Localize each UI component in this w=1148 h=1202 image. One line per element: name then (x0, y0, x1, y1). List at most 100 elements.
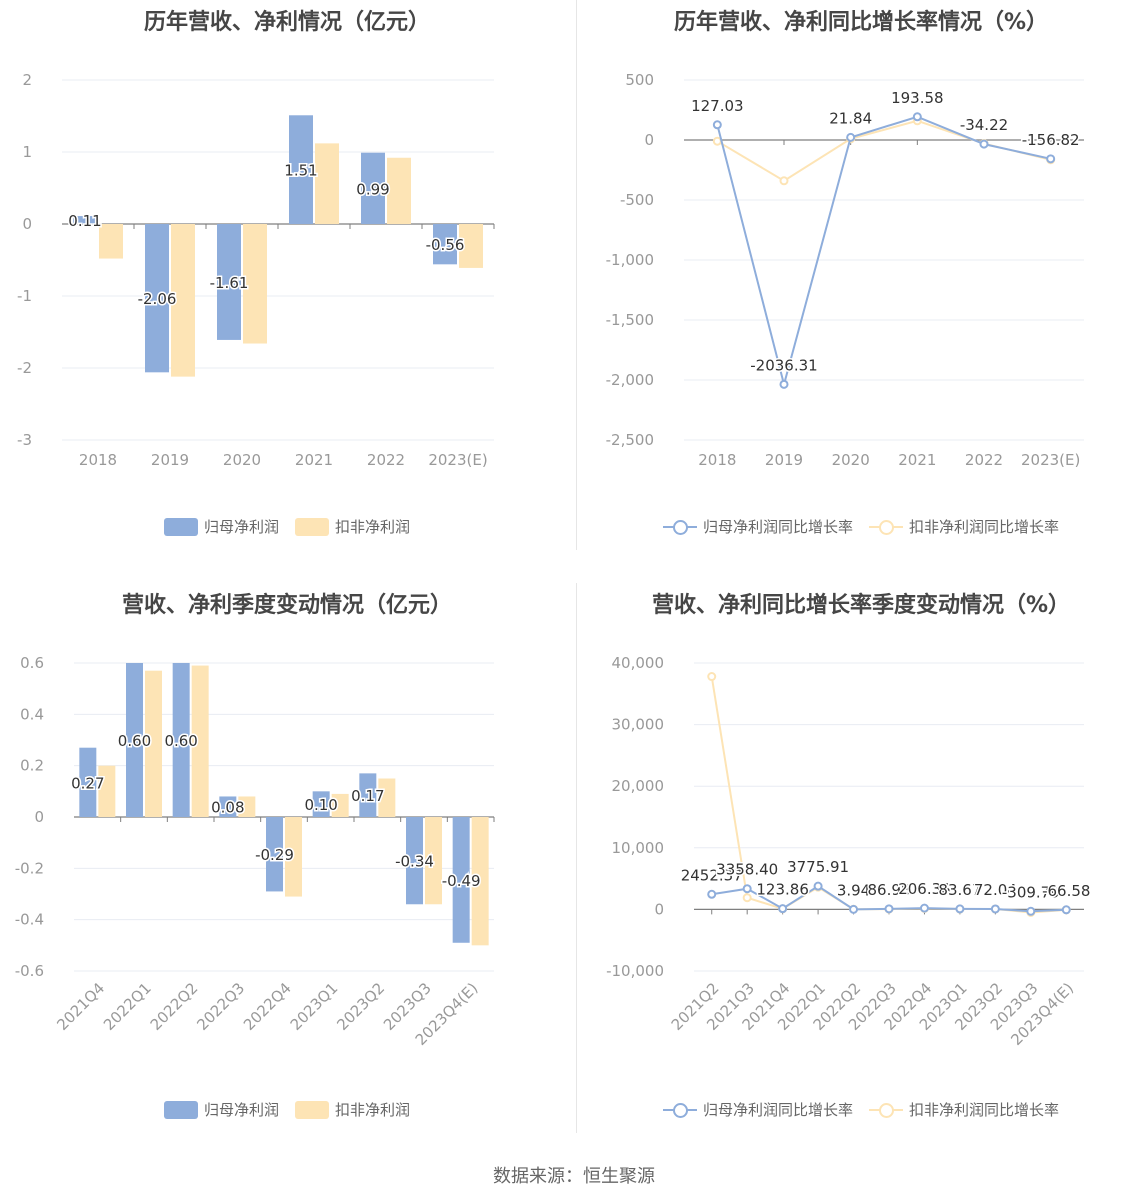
legend: 归母净利润同比增长率 扣非净利润同比增长率 (574, 516, 1148, 537)
legend-item-parent-net-profit[interactable]: 归母净利润 (163, 1099, 279, 1120)
legend-item-deducted-net-profit[interactable]: 扣非净利润 (295, 1099, 410, 1120)
bar-parent (359, 773, 377, 817)
data-point (990, 904, 1000, 914)
chart-panel-annual-profit: 历年营收、净利情况（亿元） -3 -2 -1 0 1 2 2018 0.11 2019 -2.06… (0, 0, 574, 580)
bar-deducted (99, 224, 123, 259)
legend-label: 扣非净利润 (335, 518, 411, 536)
quarterly-growth-chart: -10,000010,00020,00030,00040,0002021Q220… (606, 654, 1092, 1049)
data-label: -0.49 (442, 872, 481, 890)
legend-item-deducted-net-profit[interactable]: 扣非净利润 (295, 516, 410, 537)
y-tick-label: 0.2 (20, 757, 44, 775)
data-label: 86.98 (868, 881, 911, 899)
annual-profit-chart: -3 -2 -1 0 1 2 2018 0.11 2019 -2.06 2020 -1.61 2021 1… (17, 71, 495, 469)
x-tick-label: 2020 (832, 451, 870, 469)
y-tick-label: -2 (17, 359, 32, 377)
legend-label: 扣非净利润同比增长率 (909, 1101, 1060, 1119)
y-tick-label: -0.6 (15, 962, 44, 980)
bar-parent (126, 663, 143, 817)
data-point (779, 379, 789, 389)
data-label: 0.10 (304, 796, 337, 814)
legend-item-deducted-growth[interactable]: 扣非净利润同比增长率 (869, 516, 1059, 537)
bar-parent (219, 796, 237, 817)
bar-parent (406, 817, 423, 905)
bar-parent (452, 817, 470, 943)
bar-deducted (378, 778, 396, 817)
chart-panel-quarterly-profit: 营收、净利季度变动情况（亿元） -0.6 -0.4 -0.2 0 0.2 0.4 0.6 20… (0, 583, 574, 1163)
x-tick-label: 2022Q2 (147, 979, 202, 1034)
data-label: 0.60 (164, 732, 197, 750)
chart-panel-annual-growth: 历年营收、净利同比增长率情况（%） -2,500 -2,000 -1,500 -1,0… (574, 0, 1148, 580)
vertical-divider (576, 583, 577, 1133)
data-label: -0.56 (426, 236, 465, 254)
data-label: 83.67 (938, 881, 981, 899)
chart-title: 营收、净利季度变动情况（亿元） (121, 593, 452, 618)
data-label: 2452.37 (681, 866, 743, 884)
x-tick-label: 2018 (698, 451, 736, 469)
y-tick-label: -1,500 (606, 311, 654, 329)
legend-item-parent-growth[interactable]: 归母净利润同比增长率 (662, 1099, 853, 1120)
data-point (779, 176, 789, 186)
legend-swatch (869, 518, 903, 536)
y-tick-label: 0 (22, 215, 32, 233)
y-tick-label: 1 (22, 143, 32, 161)
data-label: 0.17 (351, 787, 384, 805)
data-point (742, 893, 752, 903)
bar-deducted (331, 793, 349, 817)
data-point (707, 672, 717, 682)
data-label: -309.79 (1002, 883, 1060, 901)
data-label: 0.11 (68, 212, 101, 230)
bar-parent (312, 791, 330, 817)
bar-deducted (191, 665, 209, 817)
x-tick-label: 2022Q1 (100, 979, 155, 1034)
bar-deducted (243, 224, 267, 344)
bar-parent (266, 817, 283, 892)
legend-label: 归母净利润 (203, 518, 279, 536)
data-label: -0.29 (255, 846, 294, 864)
y-tick-label: -1,000 (606, 251, 654, 269)
legend: 归母净利润 扣非净利润 (0, 1099, 574, 1120)
y-tick-label: -500 (620, 191, 654, 209)
data-label: 0.27 (71, 774, 104, 792)
bar-parent (361, 152, 385, 224)
x-tick-label: 2018 (79, 451, 117, 469)
bar-parent (217, 224, 241, 340)
x-tick-label: 2023Q1 (287, 979, 342, 1034)
data-point (1026, 906, 1036, 916)
x-tick-label: 2021 (898, 451, 936, 469)
y-tick-label: 30,000 (612, 716, 665, 734)
chart-title: 历年营收、净利同比增长率情况（%） (673, 10, 1049, 35)
bar-parent (145, 224, 169, 373)
x-tick-label: 2021Q4 (53, 979, 108, 1034)
data-label: 0.60 (118, 732, 151, 750)
data-label: -156.82 (1022, 131, 1080, 149)
data-point (979, 139, 989, 149)
legend-item-parent-growth[interactable]: 归母净利润同比增长率 (662, 516, 853, 537)
bar-parent (433, 224, 457, 265)
x-tick-label: 2022 (965, 451, 1003, 469)
chart-title: 营收、净利同比增长率季度变动情况（%） (651, 593, 1071, 618)
x-tick-label: 2021 (295, 451, 333, 469)
legend-swatch (295, 517, 329, 536)
bar-deducted (459, 224, 483, 268)
x-tick-label: 2022Q3 (193, 979, 248, 1034)
data-label: -1.61 (210, 274, 249, 292)
data-label: 193.58 (891, 89, 944, 107)
bar-deducted (145, 670, 162, 817)
y-tick-label: 0.4 (20, 705, 44, 723)
y-tick-label: 0 (654, 900, 664, 918)
data-point (849, 904, 859, 914)
legend-item-deducted-growth[interactable]: 扣非净利润同比增长率 (869, 1099, 1059, 1120)
data-point (712, 136, 722, 146)
data-label: 0.08 (211, 799, 244, 817)
vertical-divider (576, 0, 577, 550)
bar-deducted (315, 143, 339, 224)
legend-item-parent-net-profit[interactable]: 归母净利润 (163, 516, 279, 537)
bar-deducted (238, 796, 256, 817)
bar-parent (289, 115, 313, 224)
chart-panel-quarterly-growth: 营收、净利同比增长率季度变动情况（%） -10,000 0 10,000 20,000… (574, 583, 1148, 1163)
data-label: 0.99 (356, 180, 389, 198)
data-point (707, 889, 717, 899)
data-label: 72.04 (974, 881, 1017, 899)
data-point (955, 904, 965, 914)
data-label: 21.84 (829, 109, 872, 127)
